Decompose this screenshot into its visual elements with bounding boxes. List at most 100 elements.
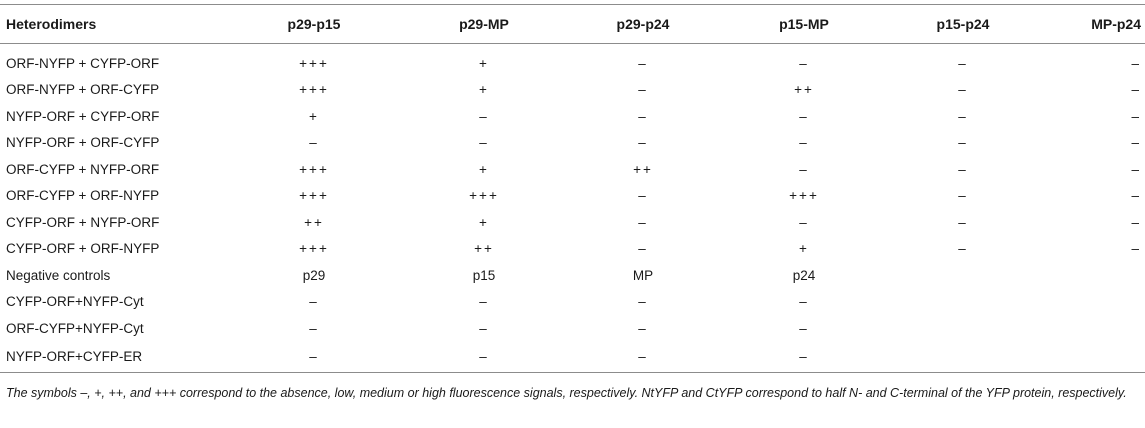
table-cell: –	[638, 135, 648, 151]
table-cell: –	[638, 241, 648, 257]
header-mp-p24: MP-p24	[1014, 4, 1145, 44]
table-row: NYFP-ORF + ORF-CYFP – – – – – –	[0, 130, 1145, 157]
table-cell: –	[1131, 214, 1141, 230]
table-cell: –	[250, 341, 378, 373]
table-cell: +++	[299, 161, 329, 177]
table-cell: +	[479, 55, 489, 71]
table-cell	[1014, 262, 1145, 289]
row-label: NYFP-ORF+CYFP-ER	[0, 341, 250, 373]
table-cell: –	[1131, 161, 1141, 177]
table-footnote: The symbols –, +, ++, and +++ correspond…	[6, 386, 1127, 400]
row-label: CYFP-ORF + ORF-NYFP	[6, 241, 160, 257]
table-cell	[1014, 341, 1145, 373]
table-cell: –	[479, 320, 489, 336]
table-cell: –	[479, 135, 489, 151]
table-row: CYFP-ORF + ORF-NYFP +++ ++ – + – –	[0, 236, 1145, 263]
table-cell: –	[309, 135, 319, 151]
table-cell: –	[638, 320, 648, 336]
table-cell	[912, 262, 1014, 289]
table-cell: –	[638, 214, 648, 230]
table-cell: –	[309, 294, 319, 310]
table-cell: –	[1131, 135, 1141, 151]
row-label: ORF-CYFP+NYFP-Cyt	[6, 320, 144, 336]
table-cell: ++	[474, 241, 494, 257]
table-cell: MP	[632, 267, 654, 283]
row-label: ORF-CYFP + NYFP-ORF	[6, 161, 160, 177]
row-label: CYFP-ORF+NYFP-Cyt	[6, 294, 144, 310]
table-row: NYFP-ORF + CYFP-ORF + – – – – –	[0, 103, 1145, 130]
table-cell: –	[696, 341, 912, 373]
table-cell: –	[638, 294, 648, 310]
header-p29-mp: p29-MP	[378, 4, 590, 44]
table-cell: –	[1131, 55, 1141, 71]
table-row: NYFP-ORF+CYFP-ER – – – –	[0, 341, 1145, 373]
table-cell: +++	[469, 188, 499, 204]
table-cell: –	[638, 82, 648, 98]
table-cell: –	[799, 320, 809, 336]
row-label: ORF-NYFP + CYFP-ORF	[6, 55, 160, 71]
table-cell: ++	[794, 82, 814, 98]
table-cell	[1014, 289, 1145, 316]
table-cell: +++	[299, 188, 329, 204]
row-label: NYFP-ORF + CYFP-ORF	[6, 108, 160, 124]
table-row: Negative controls p29 p15 MP p24	[0, 262, 1145, 289]
header-row: Heterodimers p29-p15 p29-MP p29-p24 p15-…	[0, 4, 1145, 44]
table-cell: –	[958, 108, 968, 124]
table-cell	[912, 315, 1014, 342]
table-cell: ++	[633, 161, 653, 177]
table-row: ORF-NYFP + CYFP-ORF +++ + – – – –	[0, 44, 1145, 77]
table-cell: –	[378, 341, 590, 373]
header-heterodimers: Heterodimers	[0, 4, 250, 44]
table-cell: –	[479, 108, 489, 124]
header-p29-p15: p29-p15	[250, 4, 378, 44]
table-cell: +	[479, 214, 489, 230]
table-cell: –	[1131, 108, 1141, 124]
table-cell: –	[958, 241, 968, 257]
header-p15-mp: p15-MP	[696, 4, 912, 44]
heterodimer-table: Heterodimers p29-p15 p29-MP p29-p24 p15-…	[0, 4, 1145, 373]
table-cell: –	[958, 161, 968, 177]
table-cell: p24	[792, 267, 816, 283]
table-cell: –	[799, 135, 809, 151]
table-cell: –	[799, 214, 809, 230]
row-label: Negative controls	[6, 267, 111, 283]
table-cell: –	[958, 135, 968, 151]
table-cell: +++	[299, 55, 329, 71]
header-p15-p24: p15-p24	[912, 4, 1014, 44]
table-cell: –	[1131, 82, 1141, 98]
table-cell: +	[479, 161, 489, 177]
table-cell: –	[958, 82, 968, 98]
table-cell: –	[638, 108, 648, 124]
table-cell: –	[638, 55, 648, 71]
table-cell	[912, 289, 1014, 316]
header-p29-p24: p29-p24	[590, 4, 696, 44]
table-cell: +	[799, 241, 809, 257]
table-cell: –	[958, 55, 968, 71]
table-cell: –	[1131, 241, 1141, 257]
table-cell: p15	[472, 267, 496, 283]
table-cell: –	[590, 341, 696, 373]
table-cell: +++	[789, 188, 819, 204]
table-cell: –	[309, 320, 319, 336]
table-cell: –	[638, 188, 648, 204]
table-cell: p29	[302, 267, 326, 283]
table-row: ORF-CYFP+NYFP-Cyt – – – –	[0, 315, 1145, 342]
row-label: ORF-CYFP + ORF-NYFP	[6, 188, 160, 204]
table-cell: –	[479, 294, 489, 310]
table-cell: +++	[299, 241, 329, 257]
table-cell: –	[799, 294, 809, 310]
table-row: ORF-CYFP + ORF-NYFP +++ +++ – +++ – –	[0, 183, 1145, 210]
table-cell: –	[1131, 188, 1141, 204]
table-cell: +++	[299, 82, 329, 98]
table-cell: +	[309, 108, 319, 124]
table-cell: –	[799, 161, 809, 177]
table-cell: –	[799, 55, 809, 71]
table-row: CYFP-ORF+NYFP-Cyt – – – –	[0, 289, 1145, 316]
table-cell: –	[958, 188, 968, 204]
table-cell: ++	[304, 214, 324, 230]
table-cell: +	[479, 82, 489, 98]
table-cell	[912, 341, 1014, 373]
table-row: ORF-NYFP + ORF-CYFP +++ + – ++ – –	[0, 77, 1145, 104]
row-label: NYFP-ORF + ORF-CYFP	[6, 135, 160, 151]
table-cell: –	[799, 108, 809, 124]
